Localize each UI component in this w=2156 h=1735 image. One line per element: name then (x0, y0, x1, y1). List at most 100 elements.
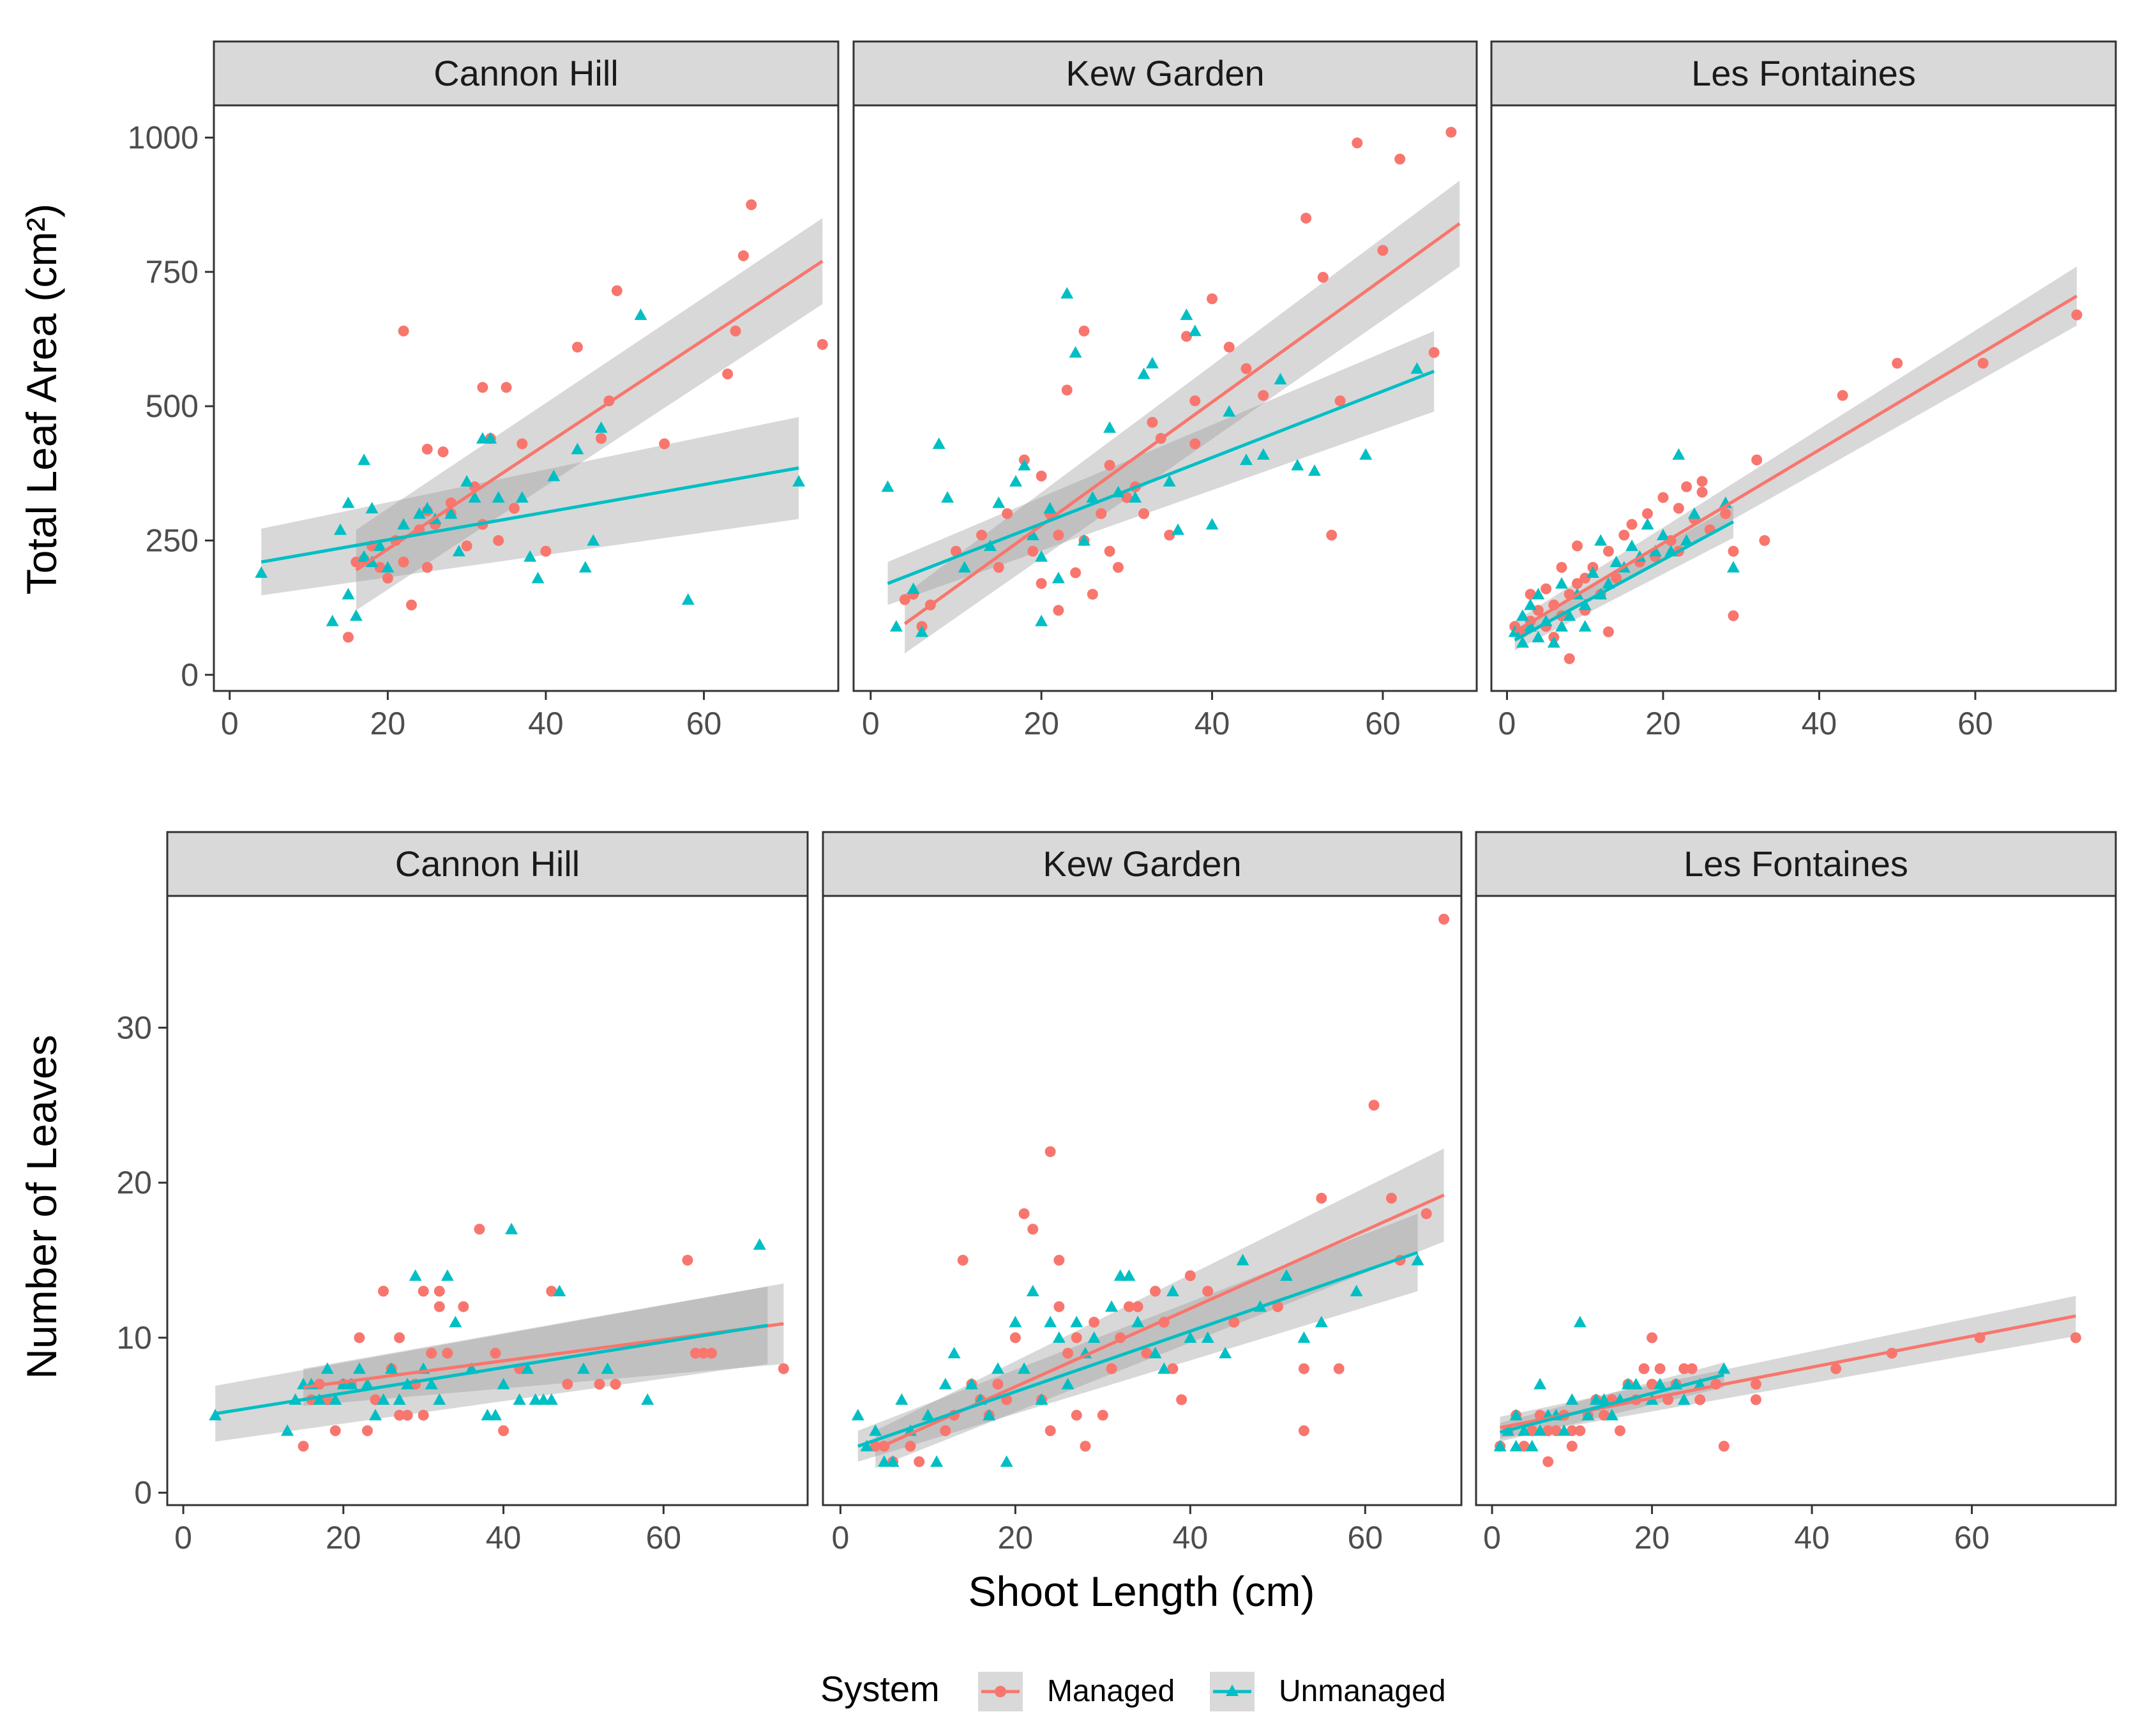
data-point-managed (914, 1456, 925, 1467)
data-point-managed (1087, 589, 1098, 600)
data-point-managed (1104, 545, 1115, 557)
data-point-unmanaged (320, 1362, 334, 1374)
data-point-managed (437, 446, 449, 458)
data-point-unmanaged (409, 1269, 422, 1281)
fit-line-unmanaged (857, 1250, 1419, 1448)
data-point-managed (1167, 1363, 1179, 1374)
x-tick-label: 0 (1498, 706, 1516, 741)
data-point-managed (730, 325, 741, 337)
data-point-unmanaged (601, 1362, 614, 1374)
data-point-unmanaged (1018, 458, 1031, 471)
data-point-managed (501, 382, 512, 393)
panel-border (822, 895, 1463, 1506)
data-point-unmanaged (877, 1455, 891, 1467)
y-axis-title: Total Leaf Area (cm²) (18, 204, 65, 595)
data-point-managed (461, 540, 472, 552)
data-point-managed (1176, 1394, 1187, 1405)
data-point-unmanaged (1518, 1424, 1531, 1436)
data-point-managed (1104, 460, 1115, 471)
data-point-unmanaged (1131, 1315, 1145, 1328)
data-point-unmanaged (753, 1238, 766, 1250)
data-point-unmanaged (468, 491, 481, 503)
legend-key-circle (995, 1686, 1006, 1697)
data-point-managed (458, 1301, 469, 1312)
data-point-unmanaged (281, 1424, 294, 1436)
data-point-managed (1150, 1285, 1161, 1297)
data-point-managed (1207, 293, 1218, 305)
data-point-unmanaged (1509, 1409, 1523, 1421)
data-point-unmanaged (1680, 534, 1693, 546)
x-tick-label: 60 (1957, 706, 1993, 741)
legend: System Managed Unmanaged (820, 1669, 1446, 1711)
data-point-managed (1566, 1441, 1578, 1452)
data-point-managed (1750, 1379, 1761, 1390)
x-tick-label: 20 (326, 1520, 361, 1556)
data-point-managed (1070, 567, 1082, 579)
data-point-unmanaged (209, 1409, 222, 1421)
data-point-unmanaged (1350, 1285, 1363, 1297)
data-point-managed (1071, 1332, 1082, 1344)
data-point-unmanaged (545, 1393, 558, 1405)
data-point-unmanaged (1672, 448, 1685, 460)
data-point-managed (418, 1285, 429, 1297)
data-point-unmanaged (1516, 609, 1529, 621)
data-point-unmanaged (1509, 1439, 1523, 1451)
data-point-managed (1184, 1270, 1196, 1282)
strip-background (822, 831, 1463, 897)
data-point-managed (594, 1379, 605, 1390)
data-point-managed (1830, 1363, 1842, 1374)
data-point-managed (1438, 913, 1450, 925)
data-point-managed (1564, 653, 1575, 665)
data-point-unmanaged (1086, 491, 1099, 503)
y-tick-label: 250 (146, 522, 199, 558)
data-point-managed (562, 1379, 573, 1390)
data-point-unmanaged (932, 437, 946, 450)
data-point-unmanaged (1315, 1315, 1328, 1328)
data-point-managed (1189, 438, 1201, 450)
x-tick-label: 0 (221, 706, 239, 741)
y-tick-label: 0 (181, 657, 199, 693)
strip-background (1475, 831, 2117, 897)
x-tick-label: 20 (1645, 706, 1681, 741)
data-point-unmanaged (1563, 609, 1576, 621)
data-point-unmanaged (930, 1455, 944, 1467)
data-point-unmanaged (1009, 474, 1023, 487)
data-point-unmanaged (1201, 1331, 1214, 1343)
data-point-unmanaged (1236, 1254, 1249, 1266)
data-point-managed (1647, 1332, 1658, 1344)
data-point-unmanaged (886, 1455, 900, 1467)
panel-border (852, 104, 1478, 692)
x-tick-label: 40 (1173, 1520, 1209, 1556)
data-point-managed (1718, 1441, 1730, 1452)
data-point-unmanaged (1555, 577, 1569, 589)
data-point-unmanaged (1000, 1455, 1013, 1467)
data-point-unmanaged (991, 1362, 1004, 1374)
data-point-managed (1638, 1363, 1650, 1374)
data-point-unmanaged (492, 491, 505, 503)
data-point-unmanaged (1578, 620, 1592, 632)
x-tick-label: 0 (831, 1520, 849, 1556)
data-point-unmanaged (513, 1393, 526, 1405)
data-point-unmanaged (1163, 474, 1176, 487)
data-point-managed (1571, 540, 1583, 552)
data-point-managed (1062, 1347, 1074, 1359)
data-point-managed (1673, 503, 1684, 514)
data-point-unmanaged (1534, 1424, 1547, 1436)
data-point-managed (976, 529, 988, 541)
y-tick-label: 30 (116, 1010, 152, 1045)
data-point-managed (1298, 1425, 1309, 1436)
data-point-unmanaged (531, 572, 545, 584)
confidence-band-managed (1500, 1296, 2076, 1439)
data-point-managed (426, 1347, 437, 1359)
data-point-unmanaged (1524, 598, 1537, 610)
data-point-managed (1532, 605, 1544, 616)
data-point-unmanaged (1565, 1393, 1579, 1405)
data-point-managed (682, 1254, 693, 1266)
data-point-unmanaged (358, 453, 371, 466)
data-point-managed (1097, 1409, 1108, 1421)
x-tick-label: 40 (1802, 706, 1837, 741)
data-point-unmanaged (329, 1393, 342, 1405)
data-point-unmanaged (1061, 1377, 1074, 1390)
legend-label: Managed (1047, 1674, 1175, 1708)
